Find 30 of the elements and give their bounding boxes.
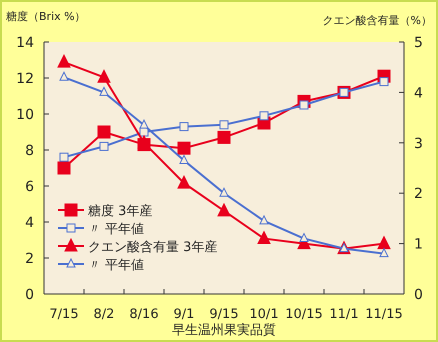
y2-axis-title: クエン酸含有量（%）	[322, 14, 432, 27]
y-axis-title: 糖度（Brix %）	[6, 10, 86, 23]
y-tick-label: 14	[16, 35, 34, 51]
x-tick-label: 10/1	[249, 307, 279, 322]
legend-label: 〃 平年値	[88, 222, 144, 237]
y-tick-label: 4	[25, 215, 34, 231]
x-tick-label: 9/15	[209, 307, 239, 322]
x-tick-label: 8/2	[94, 307, 114, 322]
y-tick-label: 0	[25, 287, 34, 303]
x-tick-label: 8/16	[129, 307, 159, 322]
y-tick-label: 6	[25, 179, 34, 195]
x-axis-title: 早生温州果実品質	[172, 322, 276, 338]
x-tick-label: 11/15	[365, 307, 403, 322]
y2-tick-label: 0	[414, 287, 423, 303]
y-tick-label: 2	[25, 251, 34, 267]
y-tick-label: 8	[25, 143, 34, 159]
x-tick-label: 11/1	[329, 307, 359, 322]
x-tick-label: 10/15	[285, 307, 323, 322]
y2-tick-label: 4	[414, 85, 423, 102]
x-tick-label: 7/15	[49, 307, 79, 322]
legend-label: 糖度 3年産	[88, 203, 152, 219]
y2-tick-label: 3	[414, 136, 423, 152]
y2-tick-label: 2	[414, 186, 423, 202]
y-tick-label: 10	[16, 107, 34, 123]
y2-tick-label: 1	[414, 236, 423, 253]
legend-label: 〃 平年値	[88, 258, 144, 273]
x-tick-label: 9/1	[174, 307, 194, 322]
y2-tick-label: 5	[414, 35, 423, 51]
y-tick-label: 12	[16, 71, 34, 87]
legend-label: クエン酸含有量 3年産	[88, 239, 218, 255]
